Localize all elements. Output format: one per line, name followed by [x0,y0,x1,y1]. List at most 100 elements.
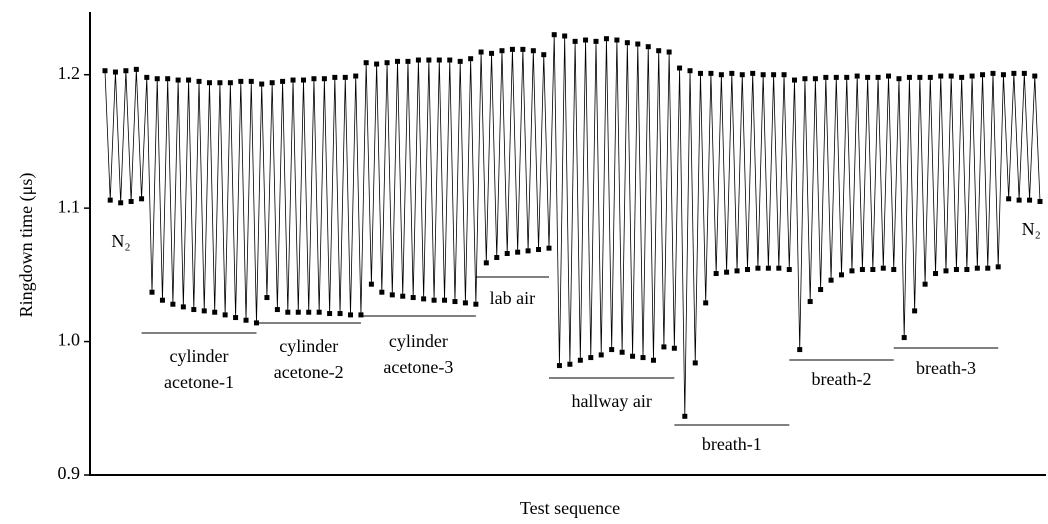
data-point [154,76,160,82]
y-tick-label: 1.0 [58,330,81,350]
data-point [849,268,855,274]
data-point [530,48,536,54]
data-point [436,57,442,63]
data-point [520,46,526,52]
data-point [348,312,354,318]
data-point [703,300,709,306]
data-point [1016,197,1022,203]
data-point [802,76,808,82]
data-point [102,68,108,74]
data-point [353,73,359,79]
data-point [734,268,740,274]
data-point [671,345,677,351]
data-point [1011,70,1017,76]
data-point [342,74,348,80]
data-point [551,32,557,38]
data-point [280,78,286,84]
data-point [729,70,735,76]
data-point [515,249,521,255]
data-point [248,78,254,84]
data-point [504,251,510,257]
y-tick-label: 1.2 [58,63,81,83]
data-line [104,34,1041,417]
data-point [327,311,333,317]
data-point [724,269,730,275]
data-point [870,267,876,273]
data-point [1021,70,1027,76]
data-point [755,265,761,271]
data-point [640,355,646,361]
data-point [1000,72,1006,78]
data-point [133,66,139,72]
data-point [442,297,448,303]
data-point [368,281,374,287]
data-point [818,287,824,293]
data-point [159,297,165,303]
data-point [306,309,312,315]
data-point [692,360,698,366]
data-point [771,72,777,78]
data-point [823,74,829,80]
x-axis-label: Test sequence [520,498,620,518]
data-point [447,57,453,63]
data-point [990,70,996,76]
data-point [828,277,834,283]
data-point [473,301,479,307]
data-point [363,60,369,66]
data-point [186,77,192,83]
data-point [739,72,745,78]
data-point [300,77,306,83]
data-point [969,73,975,79]
y-tick-label: 0.9 [58,463,81,483]
data-point [583,37,589,43]
data-point [933,271,939,277]
data-point [791,77,797,83]
data-point [635,41,641,47]
data-point [656,48,662,54]
data-point [499,48,505,54]
data-point [1006,196,1012,202]
data-point [118,200,124,206]
annotation: N₂ [1021,219,1041,239]
data-point [666,49,672,55]
data-point [227,80,233,86]
data-point [744,267,750,273]
data-point [123,68,129,74]
data-point [379,289,385,295]
data-point [170,301,176,307]
data-point [875,74,881,80]
data-point [781,72,787,78]
data-point [165,76,171,82]
annotation: hallway air [571,391,652,411]
data-point [546,245,552,251]
data-point [812,76,818,82]
data-point [985,265,991,271]
data-point [959,74,965,80]
data-point [201,308,207,314]
annotation: breath-1 [701,434,762,454]
data-point [421,296,427,302]
data-point [650,357,656,363]
data-point [468,56,474,62]
data-point [452,299,458,305]
data-point [374,61,380,67]
annotation: breath-3 [915,358,976,378]
data-point [687,68,693,74]
data-point [697,70,703,76]
data-point [1027,197,1033,203]
data-point [1032,73,1038,79]
data-point [630,353,636,359]
data-point [974,265,980,271]
data-point [886,73,892,79]
data-point [677,65,683,71]
data-point [577,357,583,363]
data-point [431,297,437,303]
data-point [567,361,573,367]
y-tick-label: 1.1 [58,196,81,216]
data-point [311,76,317,82]
data-point [750,70,756,76]
data-point [269,80,275,86]
data-point [175,77,181,83]
